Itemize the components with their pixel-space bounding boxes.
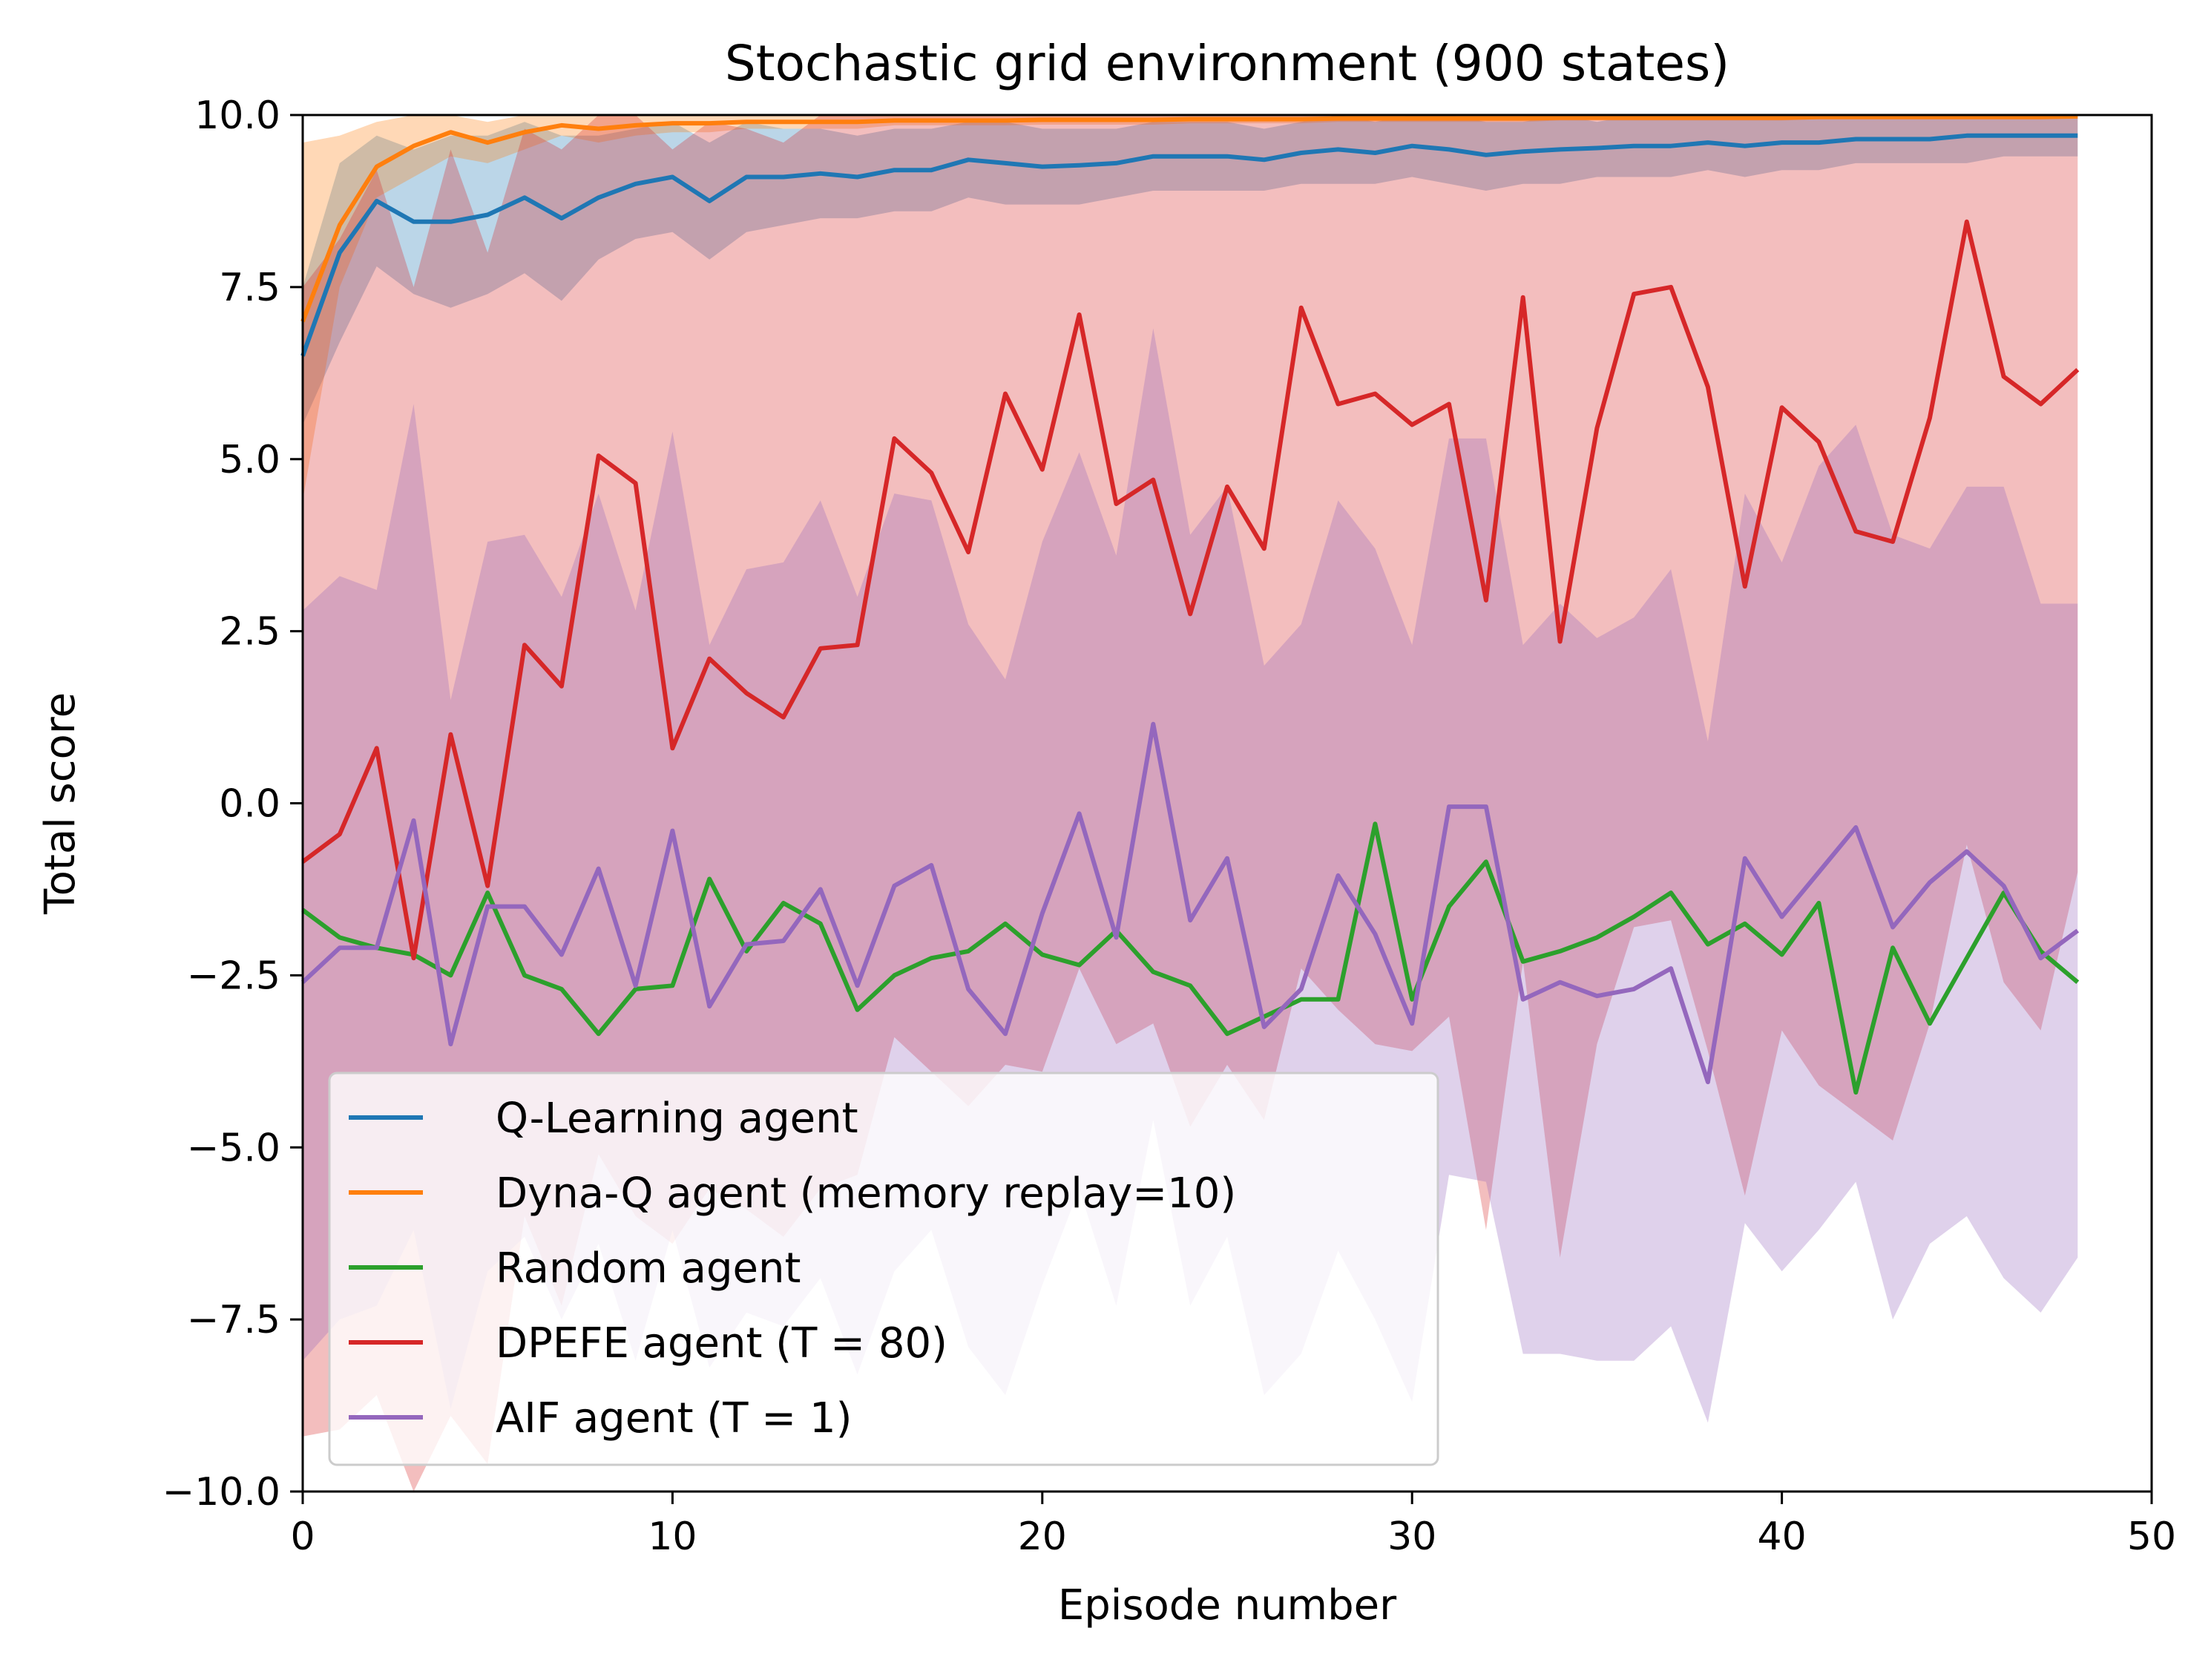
legend-label-q-learning-agent: Q-Learning agent xyxy=(496,1095,858,1143)
series-line-dpefe-agent-t-80 xyxy=(301,219,2080,961)
x-tick-label: 40 xyxy=(1758,1515,1807,1559)
legend-label-dpefe-agent-t-80: DPEFE agent (T = 80) xyxy=(496,1319,947,1368)
x-tick-label: 0 xyxy=(290,1515,315,1559)
series-line-q-learning-agent xyxy=(300,133,2078,357)
series-line-aif-agent-t-1 xyxy=(300,721,2080,1085)
x-tick-label: 10 xyxy=(648,1515,697,1559)
x-tick-label: 50 xyxy=(2127,1515,2176,1559)
x-tick-label: 20 xyxy=(1018,1515,1067,1559)
series-line-random-agent xyxy=(301,821,2080,1095)
y-tick-label: 10.0 xyxy=(194,93,280,138)
x-tick-label: 30 xyxy=(1387,1515,1436,1559)
legend-label-random-agent: Random agent xyxy=(496,1244,801,1293)
legend-label-aif-agent-t-1: AIF agent (T = 1) xyxy=(496,1394,852,1443)
x-axis-ticks: 0 10 20 30 40 50 xyxy=(290,1492,2176,1559)
y-tick-label: −7.5 xyxy=(187,1298,280,1342)
series-line-dyna-q-agent-memory-replay-10 xyxy=(300,114,2078,323)
y-tick-label: 5.0 xyxy=(219,438,280,482)
y-tick-label: −5.0 xyxy=(187,1126,280,1170)
y-tick-label: 2.5 xyxy=(219,610,280,654)
band-q-learning-agent xyxy=(303,115,2078,425)
y-axis-label: Total score xyxy=(36,692,85,915)
legend-label-dyna-q-agent-memory-replay-10: Dyna-Q agent (memory replay=10) xyxy=(496,1169,1236,1218)
series-lines xyxy=(300,114,2080,1095)
band-dyna-q-agent-memory-replay-10 xyxy=(303,115,2078,501)
legend-box xyxy=(328,1072,1439,1466)
y-tick-label: 0.0 xyxy=(219,782,280,827)
y-axis-ticks: −10.0 −7.5 −5.0 −2.5 0.0 2.5 5.0 7.5 10.0 xyxy=(162,93,303,1515)
y-tick-label: −2.5 xyxy=(187,954,280,998)
y-tick-label: −10.0 xyxy=(162,1470,280,1515)
legend: Q-Learning agent Dyna-Q agent (memory rep… xyxy=(328,1072,1439,1466)
x-axis-label: Episode number xyxy=(1058,1581,1397,1630)
y-tick-label: 7.5 xyxy=(219,266,280,310)
chart-title: Stochastic grid environment (900 states) xyxy=(725,35,1729,92)
